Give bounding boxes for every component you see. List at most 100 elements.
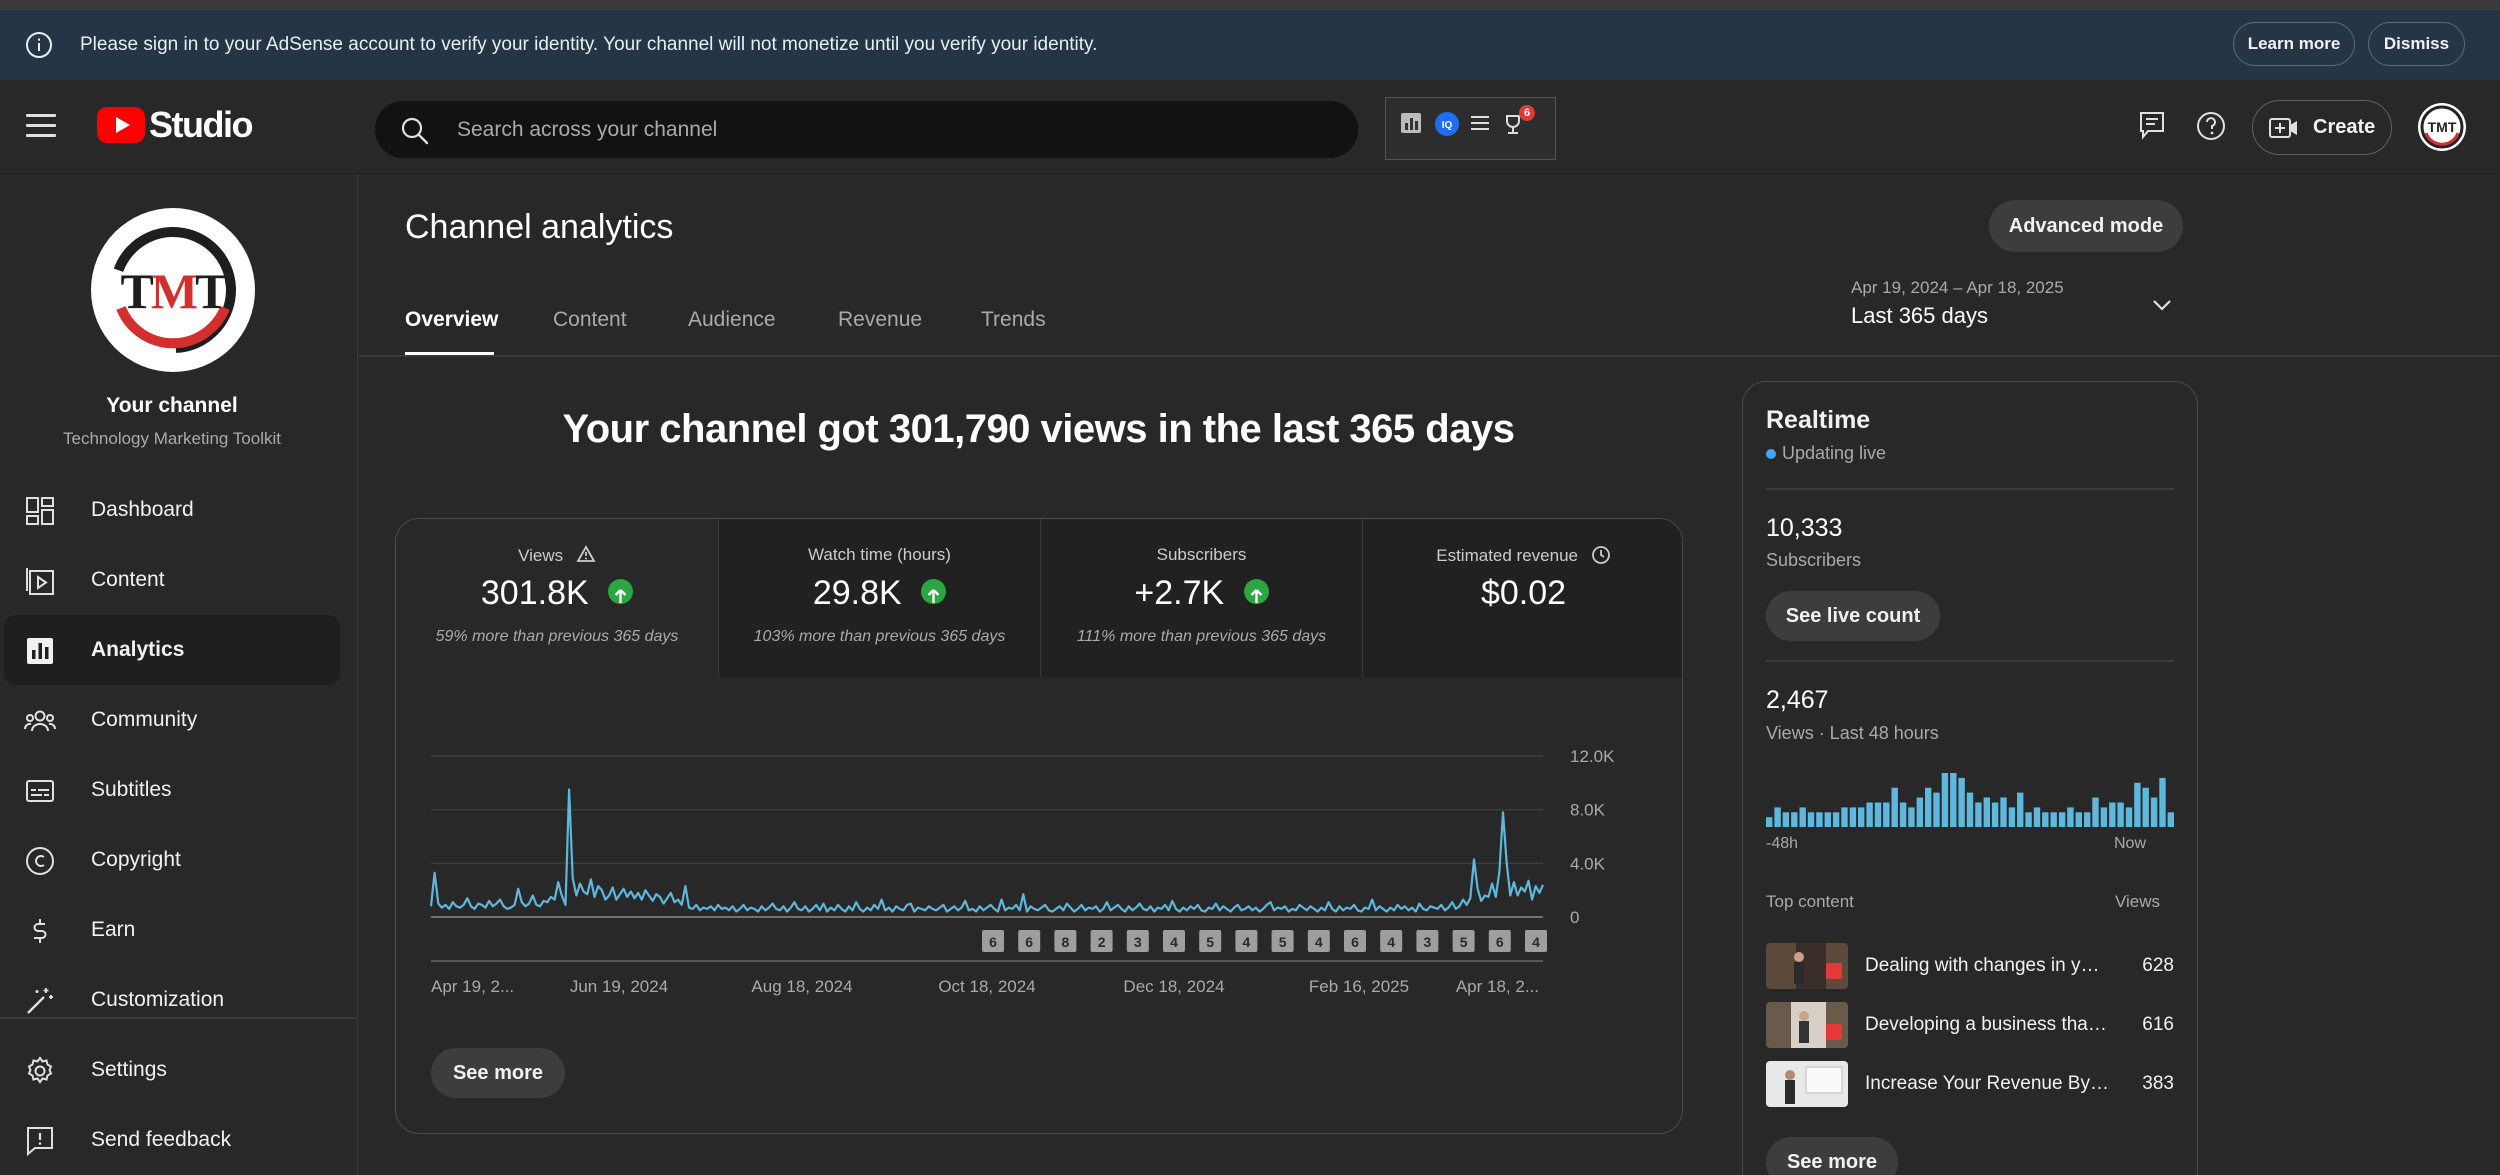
realtime-bar — [1791, 812, 1798, 827]
channel-subtitle: Technology Marketing Toolkit — [63, 429, 281, 448]
metric-views[interactable]: Views 301.8K 59% more than previous 365 … — [396, 519, 718, 677]
top-content-row[interactable]: Dealing with changes in your business 62… — [1766, 943, 2174, 991]
realtime-bar — [1983, 797, 1990, 827]
sidebar-item-settings[interactable]: Settings — [4, 1035, 340, 1105]
create-button[interactable]: Create — [2252, 100, 2392, 155]
realtime-bar — [1908, 807, 1915, 827]
list-icon[interactable] — [1470, 114, 1490, 132]
tab-revenue[interactable]: Revenue — [838, 308, 923, 331]
magic-wand-icon — [27, 988, 53, 1014]
trophy-icon[interactable] — [1502, 112, 1526, 138]
sidebar-item-community[interactable]: Community — [4, 685, 340, 755]
tab-overview[interactable]: Overview — [405, 308, 499, 331]
sidebar-item-subtitles[interactable]: Subtitles — [4, 755, 340, 825]
vidiq-icon[interactable]: IQ — [1434, 111, 1460, 137]
realtime-bar-chart[interactable] — [1766, 767, 2174, 827]
y-tick-label: 0 — [1570, 908, 1579, 927]
realtime-bar — [1891, 787, 1898, 827]
see-live-count-button[interactable]: See live count — [1766, 591, 1940, 641]
views-line-chart[interactable]: 12.0K 8.0K 4.0K 0 6 6 8 2 3 4 5 4 5 4 6 4 3 5 6 4 Apr 19, 2.… — [396, 519, 1683, 1134]
bar-chart-icon[interactable] — [1400, 112, 1422, 134]
x-tick-label: Feb 16, 2025 — [1309, 977, 1409, 996]
sidebar-item-customization[interactable]: Customization — [4, 965, 340, 1035]
realtime-bar — [1916, 797, 1923, 827]
metric-value: 301.8K — [480, 574, 589, 612]
account-avatar[interactable]: TMT — [2418, 103, 2466, 151]
annotation-marker — [1344, 930, 1366, 952]
annotation-marker — [1452, 930, 1475, 952]
feedback-comment-icon[interactable] — [2137, 110, 2167, 142]
metric-label: Views — [518, 546, 564, 565]
clock-icon[interactable] — [1591, 545, 1611, 565]
x-tick-label: Apr 18, 2... — [1456, 977, 1539, 996]
realtime-bar — [1925, 787, 1932, 827]
realtime-bar — [1966, 792, 1974, 827]
top-content-row[interactable]: Developing a business that scales 616 — [1766, 1002, 2174, 1050]
annotation-marker-label: 4 — [1387, 934, 1395, 950]
sidebar-item-label: Content — [91, 568, 165, 591]
tab-content[interactable]: Content — [553, 308, 627, 331]
metric-estimated-revenue[interactable]: Estimated revenue $0.02 — [1363, 519, 1682, 677]
metric-label: Subscribers — [1156, 545, 1247, 564]
annotation-marker — [1199, 930, 1222, 952]
realtime-bar — [1841, 807, 1848, 827]
annotation-marker — [1307, 930, 1330, 952]
sidebar-item-send-feedback[interactable]: Send feedback — [4, 1105, 340, 1175]
realtime-see-more-button[interactable]: See more — [1766, 1137, 1898, 1175]
metric-watch-time[interactable]: Watch time (hours) 29.8K 103% more than … — [719, 519, 1040, 677]
realtime-card: Realtime Updating live 10,333 Subscriber… — [1742, 381, 2198, 1175]
search-input[interactable] — [457, 113, 1317, 147]
realtime-bar — [2067, 807, 2074, 827]
content-icon — [26, 568, 54, 595]
realtime-bar — [1883, 802, 1890, 827]
realtime-bar — [1799, 807, 1806, 827]
subtitles-icon — [26, 780, 54, 802]
info-icon — [26, 32, 52, 58]
dismiss-button[interactable]: Dismiss — [2368, 22, 2465, 66]
help-icon[interactable] — [2195, 110, 2227, 142]
feedback-icon — [27, 1127, 53, 1157]
sidebar-item-dashboard[interactable]: Dashboard — [4, 475, 340, 545]
realtime-bar — [1832, 812, 1840, 827]
metric-divider — [718, 519, 720, 677]
realtime-bar — [2092, 797, 2099, 827]
annotation-marker — [1271, 930, 1294, 952]
annotation-marker — [1235, 930, 1258, 952]
annotation-marker — [1416, 930, 1439, 952]
video-title: Developing a business that scales — [1865, 1014, 2110, 1035]
learn-more-button[interactable]: Learn more — [2233, 22, 2355, 66]
sidebar-item-content[interactable]: Content — [4, 545, 340, 615]
live-dot-icon — [1766, 449, 1776, 459]
sidebar-item-copyright[interactable]: Copyright — [4, 825, 340, 895]
channel-name[interactable]: Your channel — [106, 394, 238, 417]
realtime-bar — [1958, 777, 1965, 827]
annotation-marker-label: 6 — [989, 934, 997, 950]
search-icon[interactable] — [399, 115, 431, 147]
top-content-row[interactable]: Increase Your Revenue By Focusing 383 — [1766, 1061, 2174, 1109]
tab-audience[interactable]: Audience — [688, 308, 776, 331]
svg-text:TMT: TMT — [121, 263, 229, 319]
top-edge — [0, 0, 2500, 10]
analytics-icon — [27, 638, 53, 664]
x-tick-label: Aug 18, 2024 — [751, 977, 852, 996]
warning-icon[interactable] — [576, 545, 596, 563]
annotation-marker-label: 4 — [1170, 934, 1178, 950]
advanced-mode-button[interactable]: Advanced mode — [1989, 200, 2183, 252]
sidebar-item-label: Analytics — [91, 638, 185, 661]
channel-avatar[interactable]: TMT — [91, 208, 255, 372]
active-tab-indicator — [405, 352, 494, 355]
sidebar-item-analytics[interactable]: Analytics — [4, 615, 340, 685]
metric-note: 59% more than previous 365 days — [435, 628, 679, 645]
see-more-button[interactable]: See more — [431, 1048, 565, 1098]
studio-logo[interactable]: Studio — [97, 104, 253, 146]
views-48h-count: 2,467 — [1766, 686, 1829, 714]
tab-trends[interactable]: Trends — [981, 308, 1046, 331]
video-title: Dealing with changes in your business — [1865, 955, 2110, 976]
menu-icon[interactable] — [26, 114, 56, 138]
logo-text: Studio — [149, 104, 253, 145]
annotation-marker-label: 6 — [1025, 934, 1033, 950]
metric-subscribers[interactable]: Subscribers +2.7K 111% more than previou… — [1041, 519, 1362, 677]
x-tick-label: Dec 18, 2024 — [1123, 977, 1224, 996]
trend-up-icon — [608, 578, 634, 604]
sidebar-item-earn[interactable]: Earn — [4, 895, 340, 965]
